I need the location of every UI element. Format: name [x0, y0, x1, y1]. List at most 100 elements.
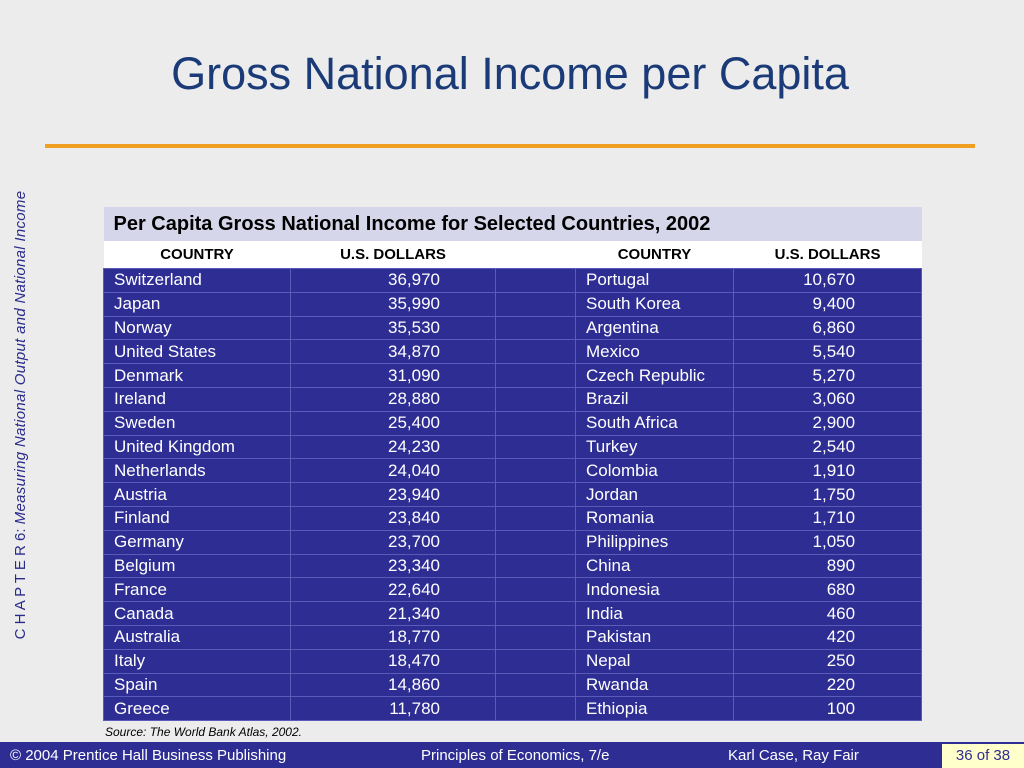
- spacer-cell: [495, 339, 576, 365]
- chapter-subtitle: Measuring National Output and National I…: [12, 190, 29, 525]
- country-cell: Australia: [103, 624, 291, 650]
- table-row: Spain 14,860 Rwanda 220: [103, 672, 923, 698]
- table-row: Japan 35,990 South Korea 9,400: [103, 291, 923, 317]
- dollars-cell: 25,400: [290, 410, 496, 436]
- country-cell: China: [575, 553, 734, 579]
- country-cell: Finland: [103, 505, 291, 531]
- chapter-sidebar: C H A P T E R 6: Measuring National Outp…: [12, 115, 32, 715]
- dollars-cell: 22,640: [290, 577, 496, 603]
- spacer-cell: [495, 482, 576, 507]
- country-cell: France: [103, 577, 291, 603]
- spacer-cell: [495, 458, 576, 484]
- spacer-cell: [495, 291, 576, 317]
- dollars-cell: 35,530: [290, 315, 496, 341]
- country-cell: India: [575, 601, 734, 626]
- table-row: Netherlands 24,040 Colombia 1,910: [103, 458, 923, 484]
- country-cell: Philippines: [575, 529, 734, 555]
- spacer-cell: [495, 553, 576, 579]
- dollars-cell: 10,670: [732, 268, 923, 293]
- country-cell: United States: [103, 339, 291, 365]
- source-note: Source: The World Bank Atlas, 2002.: [105, 725, 302, 739]
- table-row: Finland 23,840 Romania 1,710: [103, 505, 923, 531]
- spacer-cell: [495, 363, 576, 388]
- footer-left: © 2004 Prentice Hall Business Publishing: [10, 747, 287, 764]
- footer-right: Karl Case, Ray Fair: [728, 747, 859, 764]
- dollars-cell: 21,340: [290, 601, 496, 626]
- footer: © 2004 Prentice Hall Business Publishing…: [0, 742, 1024, 768]
- dollars-cell: 3,060: [732, 386, 923, 412]
- dollars-cell: 460: [732, 601, 923, 626]
- spacer-cell: [495, 268, 576, 293]
- spacer-cell: [495, 672, 576, 698]
- country-cell: United Kingdom: [103, 434, 291, 460]
- slide-title: Gross National Income per Capita: [171, 48, 849, 99]
- header-cell: U.S. DOLLARS: [290, 241, 496, 269]
- table-row: Belgium 23,340 China 890: [103, 553, 923, 579]
- table-row: France 22,640 Indonesia 680: [103, 577, 923, 603]
- dollars-cell: 680: [732, 577, 923, 603]
- dollars-cell: 1,750: [732, 482, 923, 507]
- dollars-cell: 23,700: [290, 529, 496, 555]
- country-cell: Nepal: [575, 648, 734, 674]
- country-cell: Netherlands: [103, 458, 291, 484]
- table-row: Ireland 28,880 Brazil 3,060: [103, 386, 923, 412]
- chapter-label: C H A P T E R 6:: [12, 528, 29, 640]
- spacer-cell: [495, 386, 576, 412]
- country-cell: Denmark: [103, 363, 291, 388]
- dollars-cell: 1,050: [732, 529, 923, 555]
- spacer-cell: [495, 315, 576, 341]
- country-cell: Indonesia: [575, 577, 734, 603]
- country-cell: Spain: [103, 672, 291, 698]
- dollars-cell: 14,860: [290, 672, 496, 698]
- table-row: Australia 18,770 Pakistan 420: [103, 624, 923, 650]
- spacer-cell: [495, 529, 576, 555]
- footer-center: Principles of Economics, 7/e: [421, 747, 610, 764]
- country-cell: Jordan: [575, 482, 734, 507]
- title-rule: [45, 144, 975, 148]
- table-body: Per Capita Gross National Income for Sel…: [103, 207, 923, 722]
- country-cell: Italy: [103, 648, 291, 674]
- country-cell: Japan: [103, 291, 291, 317]
- country-cell: Portugal: [575, 268, 734, 293]
- dollars-cell: 5,540: [732, 339, 923, 365]
- dollars-cell: 24,040: [290, 458, 496, 484]
- table-row: Austria 23,940 Jordan 1,750: [103, 482, 923, 507]
- spacer-cell: [495, 505, 576, 531]
- country-cell: Switzerland: [103, 268, 291, 293]
- dollars-cell: 6,860: [732, 315, 923, 341]
- country-cell: Norway: [103, 315, 291, 341]
- country-cell: Sweden: [103, 410, 291, 436]
- table-row: Canada 21,340 India 460: [103, 601, 923, 626]
- header-row: COUNTRY U.S. DOLLARS COUNTRY U.S. DOLLAR…: [103, 241, 922, 269]
- dollars-cell: 23,340: [290, 553, 496, 579]
- dollars-cell: 34,870: [290, 339, 496, 365]
- country-cell: Ethiopia: [575, 696, 734, 722]
- dollars-cell: 1,910: [732, 458, 923, 484]
- country-cell: Belgium: [103, 553, 291, 579]
- country-cell: South Africa: [575, 410, 734, 436]
- income-table: Per Capita Gross National Income for Sel…: [103, 207, 923, 722]
- dollars-cell: 23,840: [290, 505, 496, 531]
- country-cell: Mexico: [575, 339, 734, 365]
- table-row: Sweden 25,400 South Africa 2,900: [103, 410, 923, 436]
- country-cell: Greece: [103, 696, 291, 722]
- dollars-cell: 35,990: [290, 291, 496, 317]
- table-row: Greece 11,780 Ethiopia 100: [103, 696, 923, 722]
- table-row: Italy 18,470 Nepal 250: [103, 648, 923, 674]
- table-row: United States 34,870 Mexico 5,540: [103, 339, 923, 365]
- country-cell: Romania: [575, 505, 734, 531]
- dollars-cell: 100: [732, 696, 923, 722]
- dollars-cell: 2,540: [732, 434, 923, 460]
- dollars-cell: 23,940: [290, 482, 496, 507]
- country-cell: Brazil: [575, 386, 734, 412]
- country-cell: South Korea: [575, 291, 734, 317]
- table-row: Norway 35,530 Argentina 6,860: [103, 315, 923, 341]
- dollars-cell: 36,970: [290, 268, 496, 293]
- table-row: United Kingdom 24,230 Turkey 2,540: [103, 434, 923, 460]
- dollars-cell: 24,230: [290, 434, 496, 460]
- dollars-cell: 28,880: [290, 386, 496, 412]
- spacer-cell: [495, 410, 576, 436]
- country-cell: Pakistan: [575, 624, 734, 650]
- country-cell: Germany: [103, 529, 291, 555]
- spacer-cell: [495, 696, 576, 722]
